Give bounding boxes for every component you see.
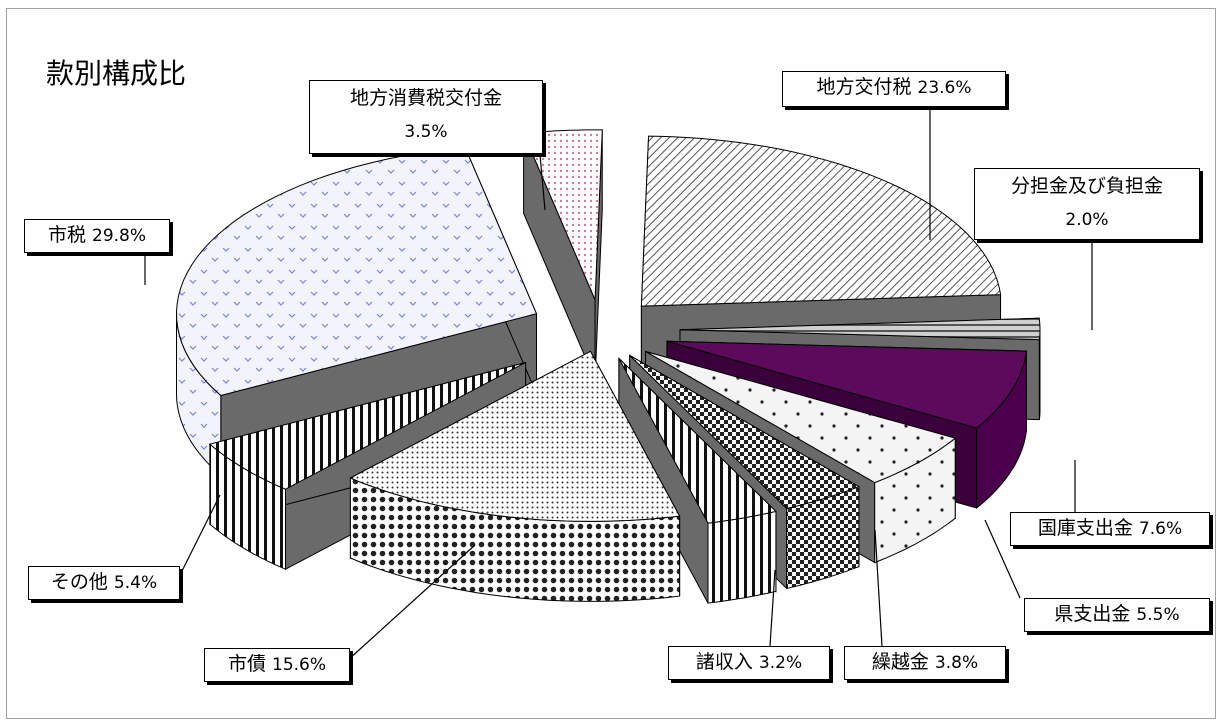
slice-label-地方消費税交付金: 地方消費税交付金 3.5%	[309, 80, 543, 154]
slice-top	[640, 135, 1002, 307]
slice-value: 5.5%	[1136, 605, 1180, 625]
slice-value: 3.5%	[404, 122, 448, 142]
slice-top	[349, 350, 681, 522]
slice-side	[1038, 329, 1041, 420]
slice-name: 諸収入	[695, 651, 753, 673]
pie-slice-諸収入	[618, 357, 777, 604]
chart-title: 款別構成比	[46, 57, 187, 90]
slice-name: 地方消費税交付金	[349, 87, 502, 109]
slice-top	[208, 362, 526, 490]
slice-name: 国庫支出金	[1037, 517, 1133, 539]
slice-top	[679, 317, 1041, 341]
pie-slice-市債	[349, 350, 681, 602]
slice-value: 15.6%	[272, 655, 327, 675]
slice-value: 3.8%	[934, 653, 979, 673]
slice-label-市債: 市債 15.6%	[204, 648, 350, 682]
slice-side	[707, 510, 777, 604]
slice-value: 3.2%	[758, 653, 803, 673]
slice-name: その他	[50, 571, 108, 593]
leader-line	[179, 494, 221, 576]
slice-value: 29.8%	[92, 226, 147, 246]
slice-value: 7.6%	[1138, 519, 1183, 539]
slice-top	[618, 358, 777, 524]
slice-label-市税: 市税 29.8%	[24, 219, 170, 253]
slice-name: 地方交付税	[816, 76, 912, 98]
slice-top	[629, 355, 861, 509]
slice-value: 5.4%	[113, 573, 158, 593]
leader-line	[984, 519, 1021, 599]
slice-label-諸収入: 諸収入 3.2%	[668, 646, 830, 680]
slice-label-その他: その他 5.4%	[28, 566, 180, 600]
pie-slice-市税	[175, 146, 538, 477]
slice-value: 2.0%	[1065, 210, 1109, 230]
leader-line	[347, 544, 476, 661]
slice-top	[645, 350, 957, 484]
slice-label-繰越金: 繰越金 3.8%	[844, 646, 1006, 680]
pie-slice-地方消費税交付金	[522, 129, 603, 381]
slice-label-国庫支出金: 国庫支出金 7.6%	[1010, 512, 1210, 546]
slice-name: 繰越金	[871, 651, 929, 673]
slice-name: 県支出金	[1054, 603, 1131, 625]
slice-label-地方交付税: 地方交付税 23.6%	[782, 71, 1006, 107]
slice-name: 市債	[227, 653, 266, 675]
slice-top	[666, 340, 1027, 429]
leader-line	[874, 529, 883, 647]
slice-name: 分担金及び負担金	[1010, 175, 1163, 197]
slice-name: 市税	[47, 224, 86, 246]
leader-line	[769, 569, 776, 647]
slice-value: 23.6%	[917, 78, 972, 98]
leader-line	[539, 154, 546, 211]
slice-top	[175, 146, 538, 397]
slice-label-県支出金: 県支出金 5.5%	[1024, 598, 1210, 632]
slice-label-分担金及び負担金: 分担金及び負担金 2.0%	[974, 168, 1200, 240]
